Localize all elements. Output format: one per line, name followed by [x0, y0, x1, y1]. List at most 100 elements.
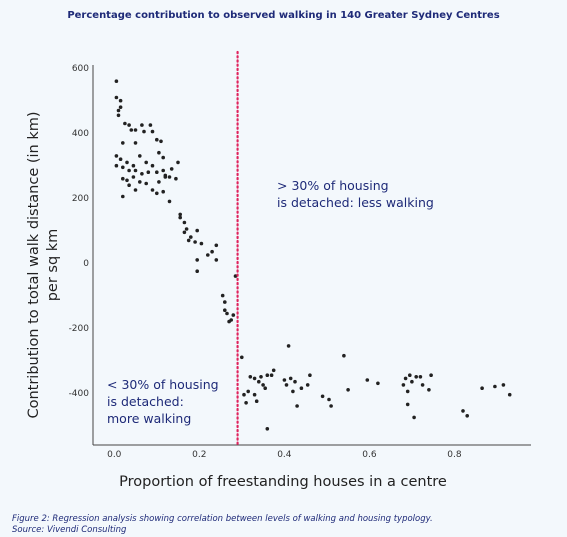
data-point	[405, 402, 410, 407]
data-point	[429, 373, 433, 378]
data-point	[176, 160, 180, 165]
data-point	[150, 129, 155, 134]
data-point	[123, 121, 127, 126]
data-point	[161, 168, 165, 173]
x-tick-label: 0.8	[447, 450, 462, 460]
data-point	[225, 311, 229, 316]
data-point	[144, 160, 148, 165]
data-point	[246, 389, 250, 394]
data-point	[121, 194, 125, 199]
data-point	[167, 199, 172, 204]
y-tick-label: -400	[69, 389, 90, 399]
data-point	[155, 137, 159, 142]
data-point	[414, 375, 419, 379]
data-point	[286, 344, 291, 348]
x-tick-label: 0.2	[192, 450, 206, 460]
data-point	[118, 98, 123, 103]
y-tick-label: 400	[72, 129, 89, 139]
data-point	[189, 235, 193, 239]
data-point	[412, 415, 416, 420]
y-axis-label-line1: Contribution to total walk distance (in …	[26, 111, 42, 418]
data-point	[284, 383, 289, 387]
data-point	[288, 376, 293, 381]
data-point	[261, 383, 265, 387]
data-point	[114, 154, 119, 158]
data-point	[178, 212, 182, 217]
data-point	[127, 183, 131, 187]
data-point	[291, 389, 295, 394]
data-point	[184, 227, 189, 231]
data-point	[159, 139, 163, 144]
figure-caption: Figure 2: Regression analysis showing co…	[12, 514, 433, 536]
data-point	[125, 160, 129, 165]
data-point	[146, 170, 151, 174]
annotation-below-30pct: < 30% of housing is detached: more walki…	[107, 377, 219, 426]
data-point	[148, 123, 153, 127]
data-point	[195, 258, 199, 262]
y-tick-label: 600	[72, 64, 89, 74]
data-point	[182, 220, 187, 225]
data-point	[305, 383, 310, 387]
data-point	[195, 269, 199, 274]
data-point	[293, 379, 297, 384]
data-point	[214, 243, 219, 248]
data-point	[157, 150, 161, 155]
data-point	[155, 170, 159, 174]
data-point	[465, 414, 470, 418]
data-point	[427, 388, 431, 392]
data-point	[320, 394, 325, 399]
data-point	[138, 180, 142, 184]
data-point	[131, 163, 136, 168]
data-point	[114, 95, 119, 100]
data-point	[501, 383, 506, 387]
data-point	[206, 253, 210, 257]
data-point	[408, 373, 412, 378]
data-point	[133, 168, 138, 173]
data-point	[210, 249, 214, 254]
data-point	[401, 383, 406, 387]
data-point	[410, 379, 414, 384]
data-point	[480, 386, 484, 391]
data-point	[263, 386, 268, 391]
data-point	[405, 389, 410, 394]
data-point	[169, 167, 174, 171]
data-point	[127, 168, 131, 173]
data-point	[129, 128, 134, 132]
data-point	[186, 238, 191, 243]
x-tick-label: 0.4	[277, 450, 292, 460]
data-point	[144, 181, 148, 186]
data-point	[257, 379, 261, 384]
data-point	[265, 427, 270, 431]
data-point	[365, 378, 370, 382]
data-point	[155, 191, 159, 196]
y-axis-label-line2: per sq km	[45, 229, 61, 302]
data-point	[157, 180, 161, 184]
x-tick-label: 0.0	[107, 450, 122, 460]
data-point	[121, 165, 125, 170]
data-point	[507, 392, 512, 397]
data-point	[240, 355, 244, 360]
axes	[92, 65, 531, 446]
data-point	[116, 113, 121, 118]
annotation-above-30pct: > 30% of housing is detached: less walki…	[277, 178, 434, 210]
data-point	[133, 188, 138, 192]
data-point	[133, 128, 138, 132]
data-point	[195, 228, 199, 233]
data-point	[420, 383, 425, 387]
data-point	[174, 176, 178, 181]
data-point	[233, 274, 238, 278]
data-point	[150, 188, 155, 192]
data-point	[299, 386, 304, 391]
data-point	[327, 397, 331, 402]
data-point	[252, 376, 257, 381]
data-point	[118, 157, 123, 161]
data-point	[114, 163, 119, 168]
data-point	[140, 172, 144, 176]
data-point	[161, 155, 165, 160]
data-point	[346, 388, 350, 392]
data-point	[214, 258, 219, 262]
data-point	[182, 230, 187, 235]
data-point	[252, 392, 257, 397]
caption-source: Source: Vivendi Consulting	[12, 525, 127, 535]
